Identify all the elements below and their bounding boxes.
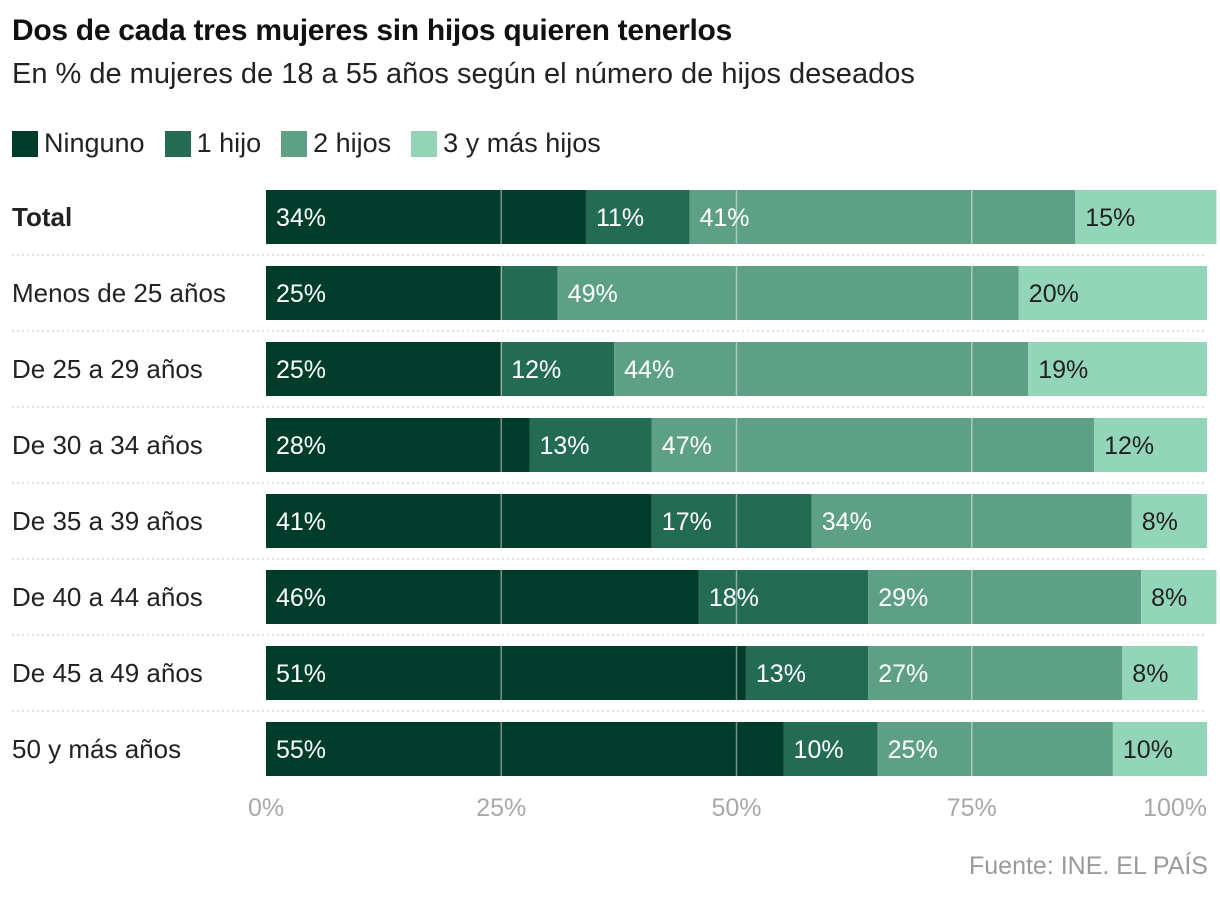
- bar-segment: [1122, 646, 1198, 700]
- data-label: 25%: [276, 356, 326, 384]
- bar-segment: [501, 266, 558, 320]
- bar-segment: [868, 646, 1123, 700]
- bar-segment: [877, 722, 1113, 776]
- data-label: 55%: [276, 736, 326, 764]
- legend-label-3-y-mas-hijos: 3 y más hijos: [443, 128, 601, 158]
- data-label: 49%: [568, 280, 618, 308]
- category-label: De 45 a 49 años: [12, 658, 203, 688]
- data-label: 27%: [878, 660, 928, 688]
- data-label: 13%: [539, 432, 589, 460]
- data-label: 47%: [662, 432, 712, 460]
- bar-segment: [266, 722, 784, 776]
- bar-segment: [811, 494, 1132, 548]
- chart-title: Dos de cada tres mujeres sin hijos quier…: [12, 14, 732, 47]
- legend: Ninguno 1 hijo 2 hijos 3 y más hijos: [12, 128, 621, 159]
- legend-swatch-3-y-mas-hijos: [411, 130, 438, 157]
- bar-segment: [266, 342, 502, 396]
- legend-item-2-hijos: 2 hijos: [281, 128, 391, 159]
- bar-segment: [501, 342, 615, 396]
- category-label: Menos de 25 años: [12, 278, 226, 308]
- data-label: 10%: [794, 736, 844, 764]
- legend-item-3-y-mas-hijos: 3 y más hijos: [411, 128, 601, 159]
- bar-segment: [1028, 342, 1207, 396]
- data-label: 10%: [1123, 736, 1173, 764]
- chart-subtitle: En % de mujeres de 18 a 55 años según el…: [12, 58, 915, 90]
- data-label: 34%: [822, 508, 872, 536]
- bar-segment: [266, 418, 530, 472]
- data-label: 28%: [276, 432, 326, 460]
- data-label: 8%: [1151, 584, 1187, 612]
- bar-segment: [1075, 190, 1217, 244]
- legend-swatch-ninguno: [12, 130, 38, 157]
- bar-segment: [651, 418, 1095, 472]
- data-label: 17%: [662, 508, 712, 536]
- bar-segment: [266, 646, 746, 700]
- category-label: De 35 a 39 años: [12, 506, 203, 536]
- bar-segment: [1094, 418, 1207, 472]
- x-tick-label: 0%: [248, 794, 284, 822]
- legend-swatch-1-hijo: [164, 130, 191, 157]
- category-label: 50 y más años: [12, 734, 181, 764]
- bar-segment: [266, 494, 652, 548]
- bar-segment: [266, 570, 699, 624]
- source-note: Fuente: INE. EL PAÍS: [968, 852, 1208, 880]
- bar-segment: [1112, 722, 1207, 776]
- data-label: 18%: [709, 584, 759, 612]
- bar-segment: [698, 570, 869, 624]
- data-label: 20%: [1029, 280, 1079, 308]
- legend-label-ninguno: Ninguno: [44, 128, 145, 158]
- data-label: 8%: [1142, 508, 1178, 536]
- data-label: 44%: [624, 356, 674, 384]
- bar-segment: [651, 494, 812, 548]
- category-label: Total: [12, 202, 72, 232]
- data-label: 41%: [276, 508, 326, 536]
- legend-swatch-2-hijos: [281, 130, 308, 157]
- bar-segment: [1018, 266, 1207, 320]
- data-label: 25%: [276, 280, 326, 308]
- x-tick-label: 25%: [476, 794, 526, 822]
- bar-segment: [266, 190, 586, 244]
- legend-item-ninguno: Ninguno: [12, 128, 145, 159]
- legend-label-1-hijo: 1 hijo: [196, 128, 262, 158]
- data-label: 11%: [596, 204, 644, 232]
- x-tick-label: 75%: [947, 794, 997, 822]
- bars: [266, 190, 1217, 776]
- bar-segment: [868, 570, 1142, 624]
- data-label: 51%: [276, 660, 326, 688]
- x-tick-label: 50%: [711, 794, 761, 822]
- bar-segment: [557, 266, 1019, 320]
- data-label: 8%: [1132, 660, 1168, 688]
- bar-segment: [745, 646, 869, 700]
- data-label: 15%: [1085, 204, 1135, 232]
- bar-segment: [614, 342, 1029, 396]
- bar-segment: [689, 190, 1076, 244]
- data-label: 29%: [878, 584, 928, 612]
- bar-segment: [1131, 494, 1207, 548]
- bar-segment: [585, 190, 690, 244]
- bar-segment: [529, 418, 652, 472]
- category-label: De 30 a 34 años: [12, 430, 203, 460]
- data-label: 13%: [756, 660, 806, 688]
- category-label: De 25 a 29 años: [12, 354, 203, 384]
- legend-label-2-hijos: 2 hijos: [313, 128, 392, 158]
- data-label: 41%: [699, 204, 749, 232]
- bar-segment: [266, 266, 502, 320]
- x-tick-label: 100%: [1143, 794, 1207, 822]
- data-label: 46%: [276, 584, 326, 612]
- bar-segment: [783, 722, 878, 776]
- data-label: 19%: [1038, 356, 1088, 384]
- data-label: 25%: [888, 736, 938, 764]
- category-label: De 40 a 44 años: [12, 582, 203, 612]
- bar-segment: [1141, 570, 1217, 624]
- legend-item-1-hijo: 1 hijo: [164, 128, 262, 159]
- data-label: 12%: [1104, 432, 1154, 460]
- data-label: 12%: [511, 356, 561, 384]
- data-label: 34%: [276, 204, 326, 232]
